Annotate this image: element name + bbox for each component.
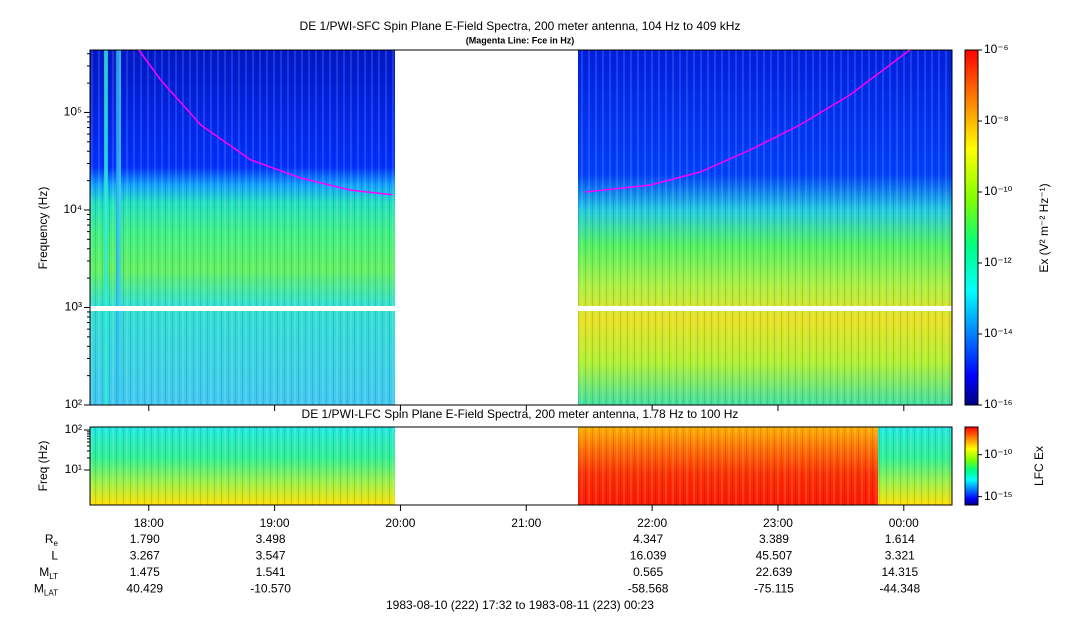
ephemeris-label: L xyxy=(51,549,58,563)
colorbar-tick-label: 10⁻¹⁵ xyxy=(984,489,1013,503)
x-tick-label: 22:00 xyxy=(637,516,667,530)
colorbar-tick-label: 10⁻¹⁰ xyxy=(984,184,1013,198)
y-tick-label: 10² xyxy=(65,422,82,436)
colorbar-label: LFC Ex xyxy=(1032,446,1046,486)
ephemeris-value: 3.321 xyxy=(885,549,915,563)
x-tick-label: 20:00 xyxy=(385,516,415,530)
chart-title: DE 1/PWI-LFC Spin Plane E-Field Spectra,… xyxy=(302,407,739,421)
ephemeris-value: 3.267 xyxy=(130,549,160,563)
colorbar-tick-label: 10⁻¹⁴ xyxy=(984,326,1013,340)
colorbar-frame xyxy=(964,49,979,406)
fce-line xyxy=(138,49,911,196)
ephemeris-value: 3.498 xyxy=(256,532,286,546)
ephemeris-value: 14.315 xyxy=(881,565,918,579)
y-axis-label: Frequency (Hz) xyxy=(36,187,50,270)
ephemeris-row-label: L xyxy=(51,549,58,563)
ephemeris-value: -58.568 xyxy=(628,582,669,596)
ephemeris-label: M xyxy=(39,565,49,579)
colorbar-tick-label: 10⁻¹⁰ xyxy=(984,447,1013,461)
ephemeris-value: 0.565 xyxy=(633,565,663,579)
ephemeris-value: 1.475 xyxy=(130,565,160,579)
x-tick-label: 19:00 xyxy=(260,516,290,530)
colorbar-tick-label: 10⁻¹⁶ xyxy=(984,397,1013,411)
plot-frame xyxy=(89,426,953,506)
plot-frame xyxy=(89,49,953,406)
ephemeris-value: 45.507 xyxy=(756,549,793,563)
ephemeris-label: M xyxy=(34,582,44,596)
ephemeris-label-sub: LAT xyxy=(44,589,58,598)
ephemeris-row-label: MLT xyxy=(39,565,58,581)
ephemeris-value: -44.348 xyxy=(879,582,920,596)
ephemeris-row-label: Re xyxy=(45,532,59,548)
ephemeris-label-sub: e xyxy=(54,539,59,548)
colorbar-frame xyxy=(964,426,979,506)
x-axis-label: 1983-08-10 (222) 17:32 to 1983-08-11 (22… xyxy=(386,598,654,612)
chart-subtitle: (Magenta Line: Fce in Hz) xyxy=(466,35,575,45)
ephemeris-value: -10.570 xyxy=(250,582,291,596)
colorbar-label: Ex (V² m⁻² Hz⁻¹) xyxy=(1037,183,1051,272)
ephemeris-value: 22.639 xyxy=(756,565,793,579)
y-tick-label: 10⁵ xyxy=(64,105,82,119)
y-tick-label: 10² xyxy=(65,397,82,411)
colorbar-tick-label: 10⁻¹² xyxy=(984,255,1012,269)
colorbar-tick-label: 10⁻⁸ xyxy=(984,113,1009,127)
ephemeris-value: 16.039 xyxy=(630,549,667,563)
y-tick-label: 10³ xyxy=(65,300,82,314)
x-tick-label: 18:00 xyxy=(134,516,164,530)
y-axis-label: Freq (Hz) xyxy=(36,441,50,492)
ephemeris-value: -75.115 xyxy=(754,582,794,596)
ephemeris-value: 1.614 xyxy=(885,532,915,546)
ephemeris-value: 3.547 xyxy=(256,549,286,563)
y-tick-label: 10¹ xyxy=(65,462,82,476)
ephemeris-value: 3.389 xyxy=(759,532,789,546)
ephemeris-value: 4.347 xyxy=(633,532,663,546)
x-tick-label: 23:00 xyxy=(763,516,793,530)
x-tick-label: 00:00 xyxy=(889,516,919,530)
ephemeris-row-label: MLAT xyxy=(34,582,58,598)
spectrogram-image xyxy=(90,50,978,505)
y-tick-label: 10⁴ xyxy=(63,202,82,216)
colorbar-tick-label: 10⁻⁶ xyxy=(984,42,1009,56)
ephemeris-value: 1.541 xyxy=(256,565,286,579)
ephemeris-value: 1.790 xyxy=(130,532,160,546)
ephemeris-label: R xyxy=(45,532,54,546)
ephemeris-value: 40.429 xyxy=(126,582,163,596)
ephemeris-label-sub: LT xyxy=(49,572,58,581)
chart-title: DE 1/PWI-SFC Spin Plane E-Field Spectra,… xyxy=(300,19,741,33)
x-tick-label: 21:00 xyxy=(511,516,541,530)
